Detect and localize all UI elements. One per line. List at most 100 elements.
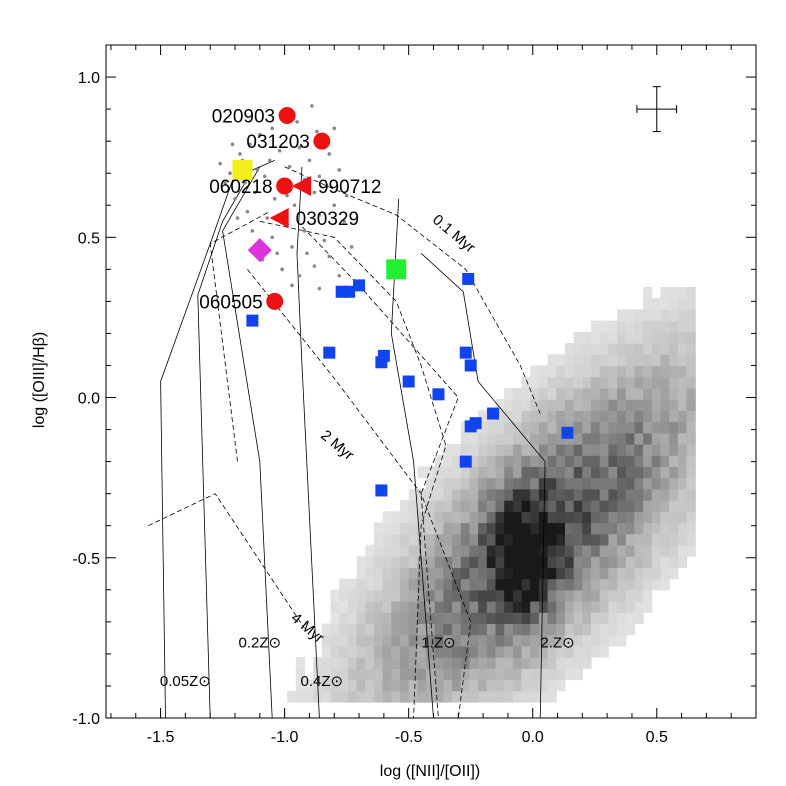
- density-cell: [608, 343, 618, 355]
- density-cell: [582, 410, 592, 423]
- density-cell: [426, 578, 436, 591]
- density-cell: [608, 365, 618, 378]
- density-cell: [547, 387, 557, 400]
- density-cell: [295, 657, 306, 669]
- density-cell: [426, 589, 436, 602]
- density-cell: [460, 432, 471, 445]
- density-cell: [660, 533, 670, 546]
- density-cell: [565, 645, 575, 658]
- density-cell: [643, 343, 653, 355]
- density-cell: [634, 343, 644, 355]
- density-cell: [469, 668, 479, 681]
- density-cell: [460, 567, 471, 580]
- density-cell: [669, 544, 679, 557]
- density-cell: [443, 679, 453, 692]
- density-cell: [547, 455, 557, 467]
- density-cell: [495, 601, 505, 613]
- density-cell: [608, 533, 618, 546]
- density-cell: [608, 320, 618, 333]
- density-cell: [426, 634, 436, 647]
- density-cell: [556, 668, 566, 681]
- density-cell: [547, 533, 557, 546]
- density-cell: [573, 444, 583, 456]
- density-cell: [417, 522, 427, 535]
- blue-square-marker: [459, 455, 472, 468]
- density-cell: [417, 466, 427, 479]
- density-cell: [686, 343, 696, 355]
- density-cell: [426, 533, 436, 546]
- density-cell: [677, 387, 688, 400]
- density-cell: [608, 399, 618, 411]
- gray-point: [265, 216, 270, 220]
- density-cell: [565, 668, 575, 681]
- density-cell: [686, 432, 696, 445]
- gray-point: [255, 168, 260, 172]
- density-cell: [391, 645, 401, 658]
- density-cell: [669, 455, 679, 467]
- density-cell: [495, 477, 505, 490]
- density-cell: [512, 477, 523, 490]
- density-cell: [391, 612, 401, 624]
- density-cell: [686, 387, 696, 400]
- x-tick-label: 0.0: [522, 729, 544, 746]
- density-cell: [556, 354, 566, 367]
- density-cell: [677, 444, 688, 456]
- density-cell: [556, 556, 566, 568]
- density-cell: [573, 511, 583, 524]
- density-cell: [591, 455, 601, 467]
- density-cell: [434, 477, 444, 490]
- density-cell: [443, 533, 453, 546]
- density-cell: [643, 421, 653, 434]
- density-cell: [330, 679, 340, 692]
- density-cell: [391, 634, 401, 647]
- density-cell: [669, 376, 679, 389]
- density-cell: [686, 365, 696, 378]
- y-axis-title: log ([OIII]/Hβ): [31, 332, 48, 428]
- density-cell: [591, 522, 601, 535]
- density-cell: [582, 556, 592, 568]
- density-cell: [582, 612, 592, 624]
- density-cell: [478, 645, 488, 658]
- gray-point: [267, 158, 272, 163]
- density-cell: [347, 645, 358, 658]
- density-cell: [339, 612, 349, 624]
- density-cell: [417, 578, 427, 591]
- density-cell: [417, 645, 427, 658]
- density-cell: [538, 601, 549, 613]
- density-cell: [608, 500, 618, 512]
- density-cell: [582, 634, 592, 647]
- density-cell: [625, 320, 636, 333]
- gray-point: [233, 197, 237, 201]
- density-cell: [408, 500, 418, 512]
- density-cell: [460, 645, 471, 658]
- density-cell: [608, 455, 618, 467]
- density-cell: [504, 645, 514, 658]
- density-cell: [634, 533, 644, 546]
- grb-label: 990712: [318, 177, 381, 198]
- density-cell: [460, 690, 471, 703]
- density-cell: [426, 500, 436, 512]
- density-cell: [651, 410, 662, 423]
- density-cell: [625, 488, 636, 501]
- density-cell: [495, 634, 505, 647]
- density-cell: [686, 331, 696, 344]
- density-cell: [426, 466, 436, 479]
- density-cell: [512, 488, 523, 501]
- age-isochrone: [259, 220, 447, 718]
- density-cell: [686, 410, 696, 423]
- density-cell: [669, 477, 679, 490]
- density-cell: [512, 466, 523, 479]
- density-cell: [486, 623, 497, 636]
- density-cell: [373, 567, 384, 580]
- gray-point: [332, 203, 337, 208]
- density-cell: [634, 601, 644, 613]
- density-cell: [330, 657, 340, 669]
- density-cell: [460, 444, 471, 456]
- density-cell: [460, 500, 471, 512]
- density-cell: [669, 500, 679, 512]
- density-cell: [591, 477, 601, 490]
- density-cell: [530, 477, 540, 490]
- density-cell: [565, 466, 575, 479]
- gray-point: [230, 142, 235, 147]
- density-cell: [478, 477, 488, 490]
